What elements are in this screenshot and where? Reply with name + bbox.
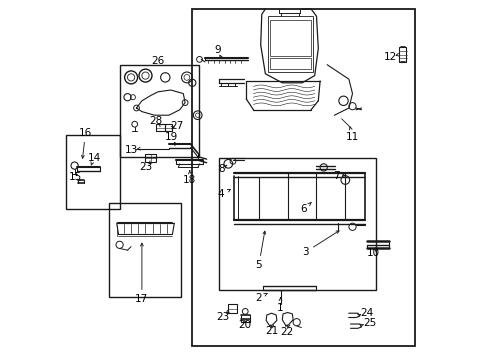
Bar xyxy=(164,124,172,131)
Text: 1: 1 xyxy=(277,303,283,313)
Text: 26: 26 xyxy=(150,56,163,66)
Text: 10: 10 xyxy=(366,248,379,258)
Bar xyxy=(270,20,310,56)
Text: 6: 6 xyxy=(300,204,306,214)
Text: 9: 9 xyxy=(214,45,221,55)
Text: 20: 20 xyxy=(238,320,251,330)
Text: 22: 22 xyxy=(280,327,293,337)
Text: 11: 11 xyxy=(345,132,358,142)
Text: 5: 5 xyxy=(255,260,262,270)
Text: 8: 8 xyxy=(218,164,224,174)
Text: 13: 13 xyxy=(124,145,138,156)
Bar xyxy=(192,9,415,346)
Bar xyxy=(228,304,236,313)
Text: 15: 15 xyxy=(68,172,82,182)
Bar xyxy=(219,158,375,290)
Text: 16: 16 xyxy=(79,128,92,138)
Text: 17: 17 xyxy=(135,294,148,304)
Text: 18: 18 xyxy=(183,175,196,185)
Text: 23: 23 xyxy=(139,162,152,172)
Text: 24: 24 xyxy=(360,308,373,318)
Text: 4: 4 xyxy=(217,189,224,199)
Bar xyxy=(145,154,156,162)
Bar xyxy=(120,65,199,157)
Bar xyxy=(66,135,120,209)
Text: 25: 25 xyxy=(363,318,376,328)
Text: 27: 27 xyxy=(170,121,183,131)
Bar xyxy=(399,47,406,62)
Text: 28: 28 xyxy=(149,116,163,126)
Bar xyxy=(109,203,181,297)
Text: 21: 21 xyxy=(264,326,278,336)
Text: 23: 23 xyxy=(216,312,229,322)
Text: 19: 19 xyxy=(165,132,178,142)
Text: 12: 12 xyxy=(383,52,396,62)
Text: 2: 2 xyxy=(255,293,262,303)
Bar xyxy=(156,124,164,131)
Text: 7: 7 xyxy=(332,171,339,181)
Bar xyxy=(267,16,312,72)
Text: 3: 3 xyxy=(302,247,308,257)
Bar xyxy=(270,58,310,69)
Text: 14: 14 xyxy=(87,153,101,163)
